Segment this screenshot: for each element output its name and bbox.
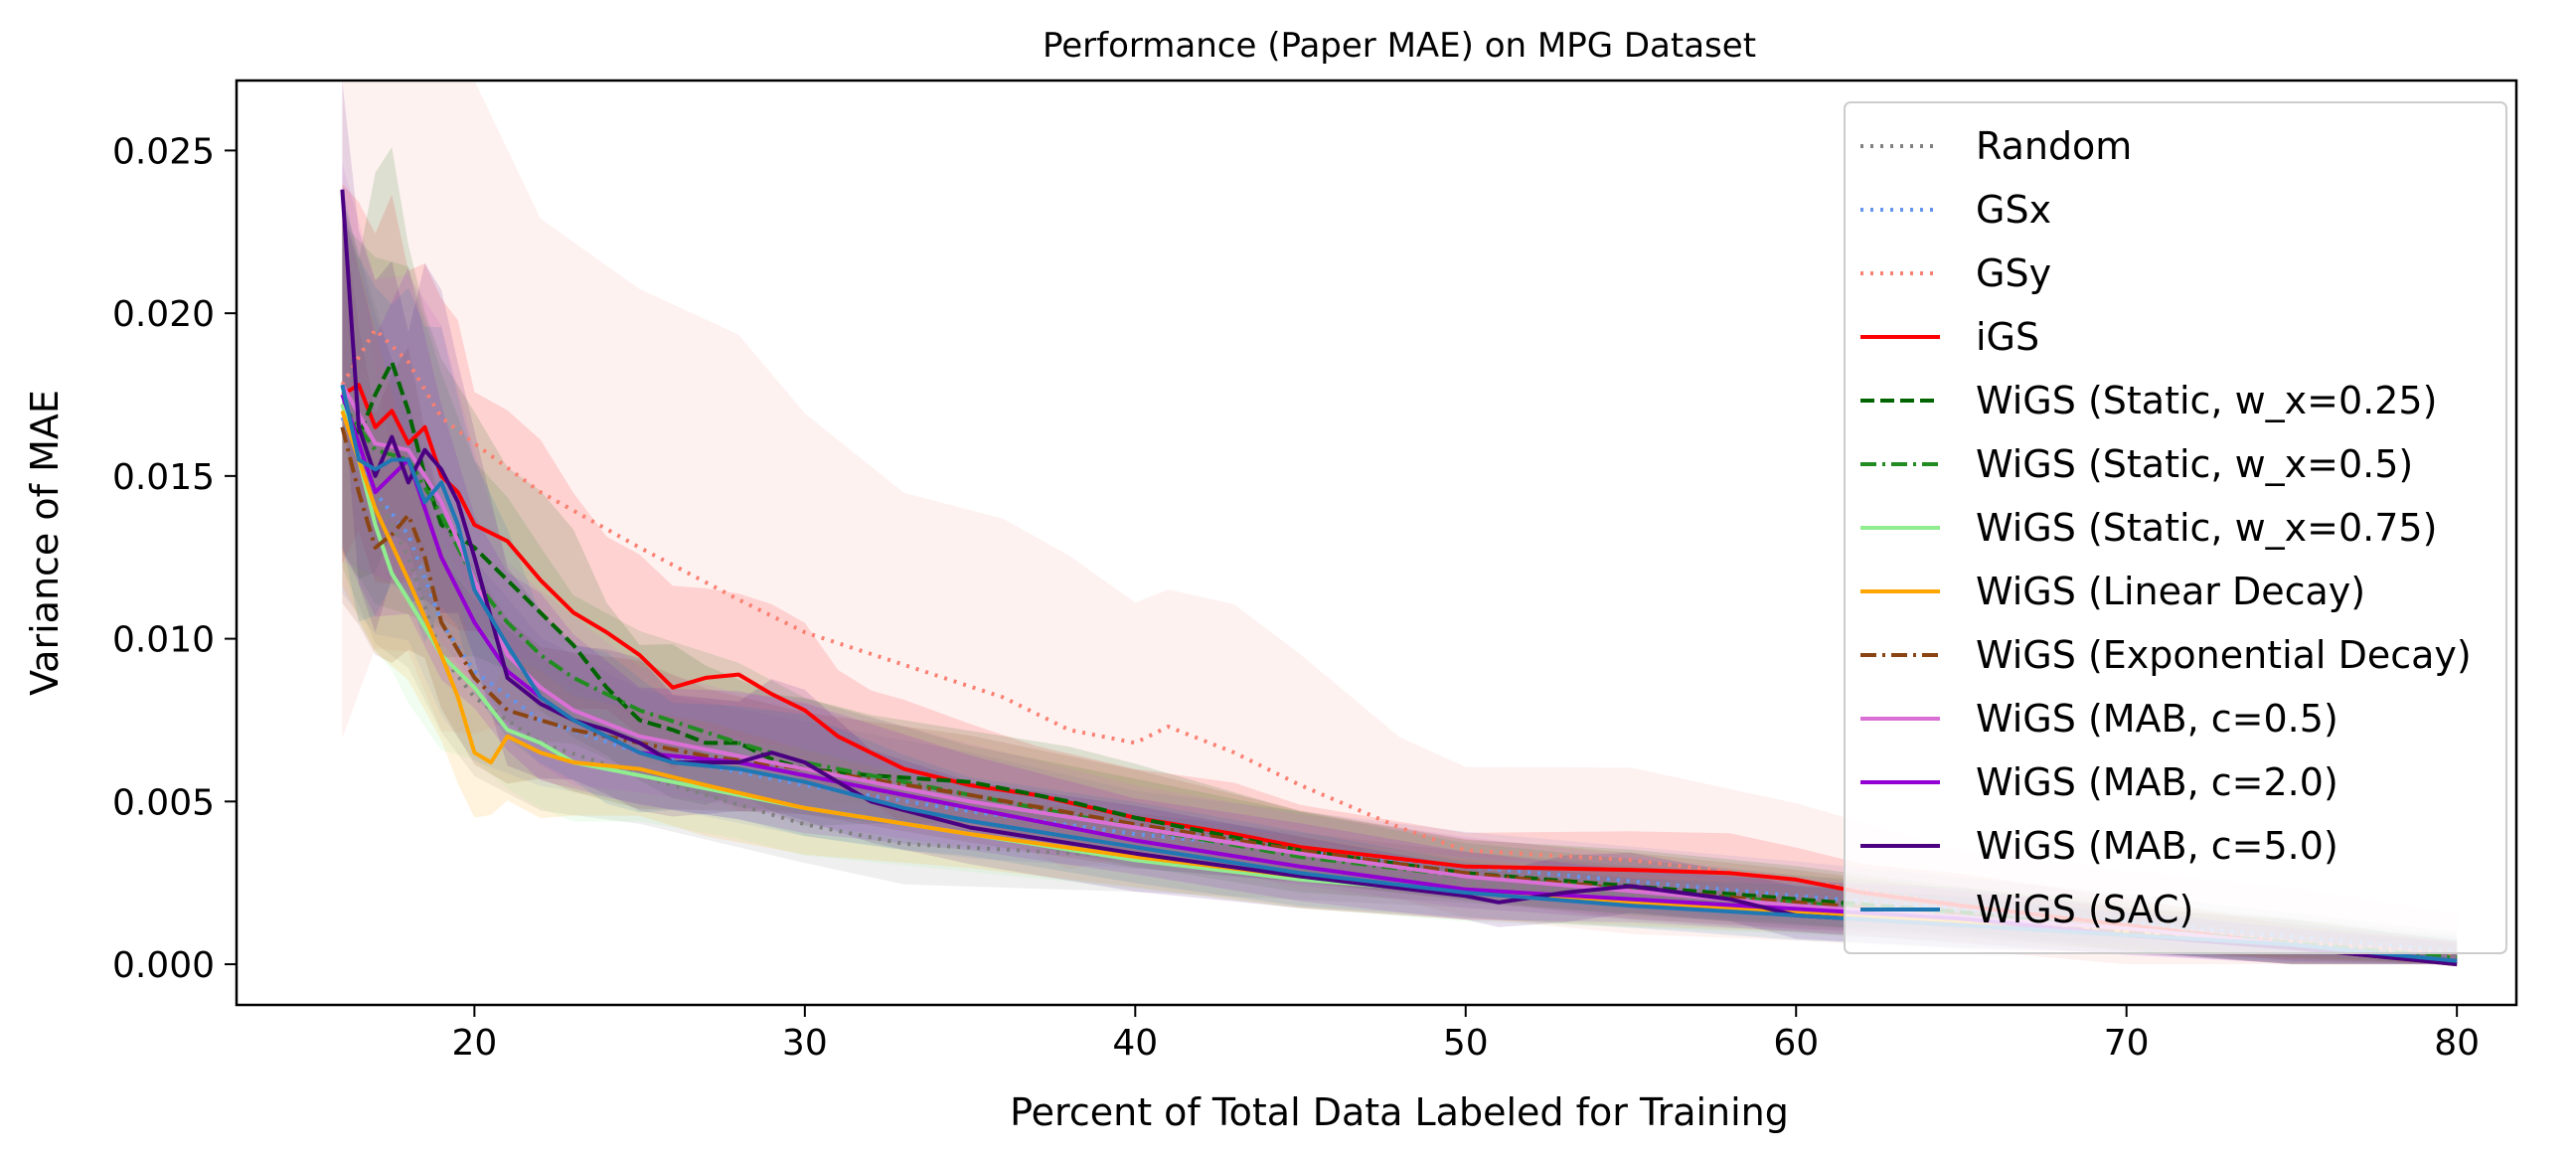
band-3 [342,183,2458,965]
legend-label: GSx [1976,188,2051,232]
legend-box [1844,101,2507,954]
x-tick-label: 30 [782,1023,828,1064]
x-tick-label: 50 [1443,1023,1489,1064]
x-tick-label: 70 [2104,1023,2150,1064]
band-9 [342,163,2458,965]
y-tick-label: 0.025 [112,131,215,172]
legend-label: iGS [1976,315,2039,359]
x-axis: 20 30 40 50 60 70 80 [451,1005,2480,1064]
band-2 [342,81,2458,965]
series-line-12 [340,384,2458,963]
y-tick-label: 0.005 [112,782,215,823]
chart-title: Performance (Paper MAE) on MPG Dataset [1043,26,1756,66]
legend-label: Random [1976,124,2132,168]
y-tick-label: 0.010 [112,620,215,661]
series-line-11 [340,189,2458,967]
band-10 [342,200,2458,965]
legend-label: WiGS (Static, w_x=0.25) [1976,379,2437,422]
legend-label: WiGS (Exponential Decay) [1976,633,2472,677]
legend-label: WiGS (Static, w_x=0.5) [1976,442,2413,486]
x-axis-label: Percent of Total Data Labeled for Traini… [1010,1090,1789,1134]
series-line-4 [340,360,2458,963]
band-7 [342,193,2458,965]
y-tick-label: 0.015 [112,457,215,498]
x-tick-label: 80 [2434,1023,2480,1064]
x-tick-label: 40 [1112,1023,1158,1064]
legend-label: WiGS (MAB, c=5.0) [1976,824,2338,868]
series-line-5 [340,403,2458,960]
y-tick-label: 0.000 [112,945,215,986]
legend-label: WiGS (Static, w_x=0.75) [1976,506,2437,550]
legend: Random GSx GSy iGS WiGS (Static, w_x=0.25) Wi… [1844,101,2507,954]
legend-label: WiGS (MAB, c=0.5) [1976,697,2338,741]
series-line-2 [340,327,2458,957]
legend-label: GSy [1976,251,2051,295]
x-tick-label: 20 [451,1023,497,1064]
legend-label: WiGS (MAB, c=2.0) [1976,760,2338,804]
legend-label: WiGS (SAC) [1976,888,2193,931]
band-5 [342,224,2458,965]
x-tick-label: 60 [1773,1023,1819,1064]
plot-frame [235,79,2518,1007]
y-tick-label: 0.020 [112,294,215,335]
band-1 [342,197,2458,965]
y-axis-label: Variance of MAE [23,390,67,696]
y-axis: 0.000 0.005 0.010 0.015 0.020 0.025 [112,131,237,986]
series-line-8 [340,426,2458,963]
band-4 [342,147,2458,965]
legend-label: WiGS (Linear Decay) [1976,570,2365,613]
band-12 [342,187,2458,965]
series-lines [340,189,2458,967]
series-line-9 [340,384,2458,963]
